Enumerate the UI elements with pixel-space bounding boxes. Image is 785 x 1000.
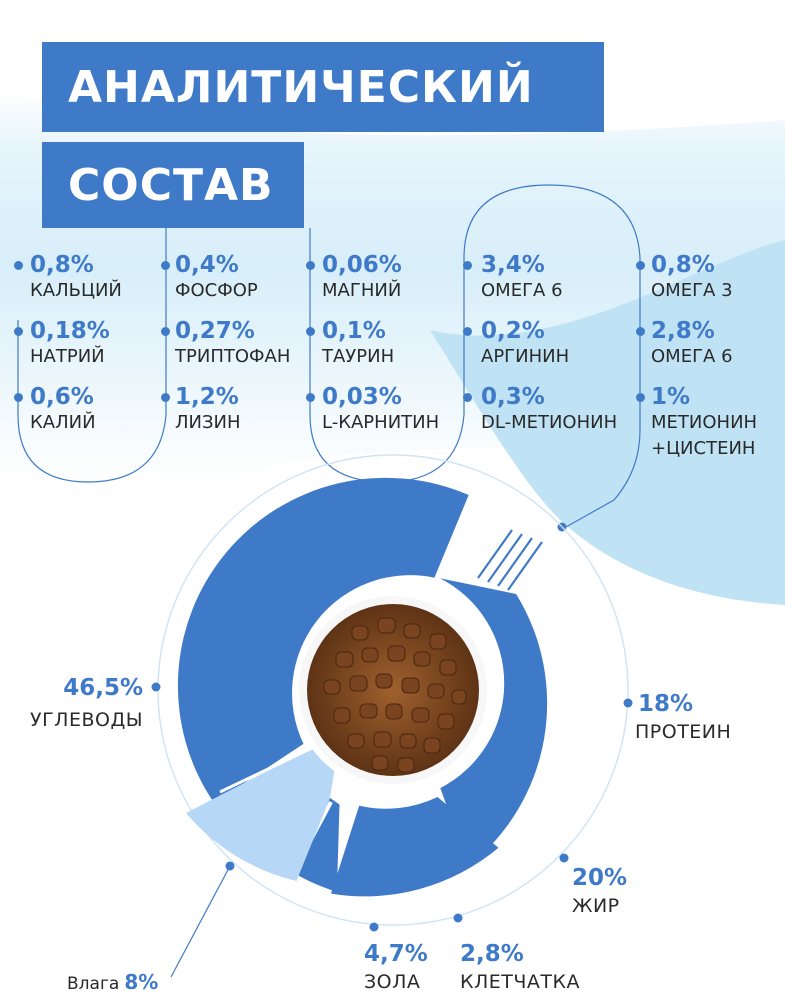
- moisture-value: 8%: [124, 970, 159, 994]
- nutrient-dl-methionine: 0,3% DL-МЕТИОНИН: [481, 384, 617, 436]
- protein-value: 18%: [638, 691, 694, 717]
- nutrient-name: ОМЕГА 3: [651, 280, 733, 301]
- segment-moisture: [186, 750, 330, 881]
- bullet-dot: [306, 393, 315, 402]
- carbs-name: УГЛЕВОДЫ: [30, 709, 144, 731]
- nutrient-taurine: 0,1% ТАУРИН: [322, 318, 394, 370]
- nutrient-value: 0,3%: [481, 384, 545, 410]
- nutrient-value: 0,06%: [322, 252, 402, 278]
- nutrient-name-line2: +ЦИСТЕИН: [651, 438, 756, 459]
- bullet-dot: [463, 393, 472, 402]
- moisture-name: Влага: [67, 974, 120, 994]
- nutrient-value: 0,03%: [322, 384, 402, 410]
- nutrient-name: ФОСФОР: [175, 280, 258, 301]
- label-fiber: 2,8% КЛЕТЧАТКА: [460, 940, 580, 996]
- nutrient-value: 0,27%: [175, 318, 255, 344]
- nutrient-value: 0,4%: [175, 252, 239, 278]
- carbs-value: 46,5%: [63, 675, 143, 701]
- nutrient-value: 0,18%: [30, 318, 110, 344]
- bullet-dot: [636, 261, 645, 270]
- nutrient-name: КАЛЬЦИЙ: [30, 280, 122, 301]
- fiber-name: КЛЕТЧАТКА: [460, 971, 581, 993]
- bullet-dot: [14, 393, 23, 402]
- nutrient-value: 1,2%: [175, 384, 239, 410]
- nutrient-name: L-КАРНИТИН: [322, 412, 440, 433]
- ash-value: 4,7%: [364, 941, 428, 967]
- nutrient-name: МЕТИОНИН: [651, 412, 758, 433]
- nutrient-lysine: 1,2% ЛИЗИН: [175, 384, 241, 436]
- nutrient-magnesium: 0,06% МАГНИЙ: [322, 252, 402, 304]
- bullet-dot: [306, 261, 315, 270]
- nutrient-name: НАТРИЙ: [30, 346, 105, 367]
- moisture-leader: [170, 865, 231, 978]
- protein-name: ПРОТЕИН: [635, 721, 732, 743]
- nutrient-name: МАГНИЙ: [322, 280, 402, 301]
- label-carbs: 46,5%: [59, 674, 143, 702]
- title-line-1: АНАЛИТИЧЕСКИЙ: [42, 42, 604, 132]
- nutrient-sodium: 0,18% НАТРИЙ: [30, 318, 110, 370]
- nutrient-value: 0,1%: [322, 318, 386, 344]
- frame-left: [17, 228, 167, 483]
- label-ash: 4,7% ЗОЛА: [364, 940, 428, 996]
- nutrient-potassium: 0,6% КАЛИЙ: [30, 384, 96, 436]
- bullet-dot: [463, 261, 472, 270]
- nutrient-phosphorus: 0,4% ФОСФОР: [175, 252, 258, 304]
- bullet-dot: [161, 393, 170, 402]
- nutrient-value: 0,2%: [481, 318, 545, 344]
- bullet-dot: [636, 393, 645, 402]
- segment-gap-hatch: [477, 529, 543, 591]
- nutrient-value: 0,8%: [651, 252, 715, 278]
- frame-right: [463, 184, 641, 528]
- nutrient-arginine: 0,2% АРГИНИН: [481, 318, 569, 370]
- nutrient-value: 2,8%: [651, 318, 715, 344]
- ash-name: ЗОЛА: [364, 971, 421, 993]
- kibble-bowl-image: [293, 590, 493, 790]
- segment-protein: [440, 578, 548, 867]
- nutrient-name: КАЛИЙ: [30, 412, 96, 433]
- nutrient-name: ОМЕГА 6: [651, 346, 733, 367]
- bullet-dot: [463, 327, 472, 336]
- nutrient-value: 1%: [651, 384, 691, 410]
- bullet-dot: [14, 261, 23, 270]
- label-carbs-name: УГЛЕВОДЫ: [30, 706, 143, 734]
- nutrient-name: ТРИПТОФАН: [175, 346, 291, 367]
- segment-carbs: [177, 477, 469, 803]
- label-moisture: Влага 8%: [67, 970, 158, 994]
- nutrient-name: ОМЕГА 6: [481, 280, 563, 301]
- bullet-dot: [306, 327, 315, 336]
- nutrient-omega6: 3,4% ОМЕГА 6: [481, 252, 563, 304]
- bullet-dot: [14, 327, 23, 336]
- nutrient-name: ЛИЗИН: [175, 412, 241, 433]
- label-protein: 18% ПРОТЕИН: [635, 690, 732, 746]
- nutrient-methionine-cysteine: 1% МЕТИОНИН +ЦИСТЕИН: [651, 384, 757, 462]
- nutrient-l-carnitine: 0,03% L-КАРНИТИН: [322, 384, 439, 436]
- background-wave-right: [430, 240, 785, 605]
- bullet-dot: [161, 261, 170, 270]
- bullet-dot: [636, 327, 645, 336]
- nutrient-omega3: 0,8% ОМЕГА 3: [651, 252, 733, 304]
- carbs-divider: [219, 746, 313, 794]
- nutrient-name: ТАУРИН: [322, 346, 395, 367]
- segment-fat: [331, 797, 499, 897]
- nutrient-value: 0,6%: [30, 384, 94, 410]
- nutrient-value: 0,8%: [30, 252, 94, 278]
- nutrient-name: DL-МЕТИОНИН: [481, 412, 618, 433]
- fiber-value: 2,8%: [460, 941, 524, 967]
- nutrient-tryptophan: 0,27% ТРИПТОФАН: [175, 318, 290, 370]
- title-line-2: СОСТАВ: [42, 142, 304, 228]
- nutrient-name: АРГИНИН: [481, 346, 570, 367]
- fat-name: ЖИР: [572, 895, 620, 917]
- donut-chart: [177, 477, 548, 897]
- segment-leader-dots: [151, 682, 633, 932]
- label-fat: 20% ЖИР: [572, 864, 627, 920]
- bullet-dot: [161, 327, 170, 336]
- nutrient-omega6-second: 2,8% ОМЕГА 6: [651, 318, 733, 370]
- nutrient-calcium: 0,8% КАЛЬЦИЙ: [30, 252, 122, 304]
- fat-value: 20%: [572, 865, 628, 891]
- nutrient-value: 3,4%: [481, 252, 545, 278]
